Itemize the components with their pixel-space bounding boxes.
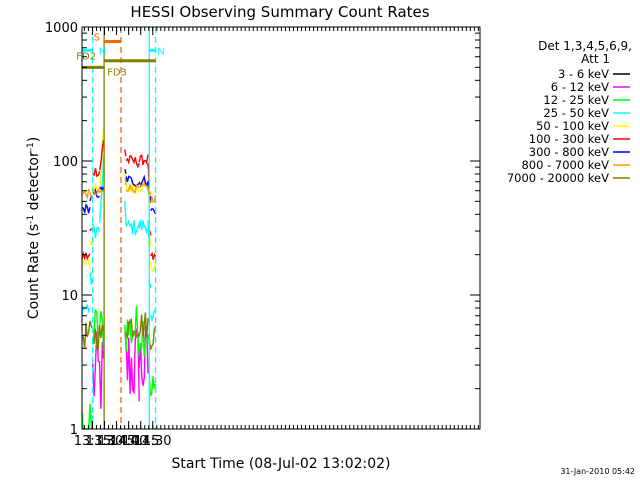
series-7-segment-5 bbox=[125, 183, 140, 194]
series-5-segment-4 bbox=[124, 149, 127, 157]
legend-label-1: 6 - 12 keV bbox=[551, 80, 609, 94]
legend-header-line-1: Det 1,3,4,5,6,9, bbox=[538, 39, 632, 53]
series-5-segment-2 bbox=[92, 168, 101, 178]
series-7-segment-9 bbox=[150, 194, 157, 203]
series-3-segment-6 bbox=[138, 219, 149, 234]
series-7-segment-0 bbox=[81, 188, 91, 200]
series-7 bbox=[81, 178, 157, 203]
x-tick-label-0: 13:15 bbox=[74, 434, 111, 449]
series-5-segment-6 bbox=[138, 153, 149, 166]
annotation-label-0: N bbox=[99, 46, 106, 57]
series-6-segment-2 bbox=[92, 187, 101, 199]
series-2-segment-2 bbox=[124, 305, 150, 357]
y-tick-label-2: 100 bbox=[53, 155, 78, 170]
legend-label-2: 12 - 25 keV bbox=[543, 93, 609, 107]
series-1 bbox=[92, 325, 150, 409]
legend-label-3: 25 - 50 keV bbox=[543, 106, 609, 120]
series-6-segment-3 bbox=[99, 186, 105, 192]
y-tick-label-0: 1 bbox=[70, 423, 78, 438]
series-7-segment-2 bbox=[92, 188, 101, 196]
series-3-segment-3 bbox=[99, 156, 105, 223]
series-7-segment-4 bbox=[124, 178, 127, 186]
annotation-label-4: FD3 bbox=[107, 67, 127, 78]
legend-label-0: 3 - 6 keV bbox=[558, 67, 609, 81]
x-tick-label-3: 14:00 bbox=[110, 434, 147, 449]
x-tick-label-2: 13:45 bbox=[98, 434, 135, 449]
series-4-segment-2 bbox=[92, 182, 101, 191]
y-axis-label: Count Rate (s-1 detector-1) bbox=[26, 137, 42, 319]
legend-label-6: 300 - 800 keV bbox=[529, 145, 609, 159]
series-1-segment-2 bbox=[138, 325, 150, 386]
annotation-label-2: S bbox=[94, 32, 100, 43]
series-8-segment-0 bbox=[81, 320, 93, 349]
x-tick-label-5: 14:30 bbox=[134, 434, 171, 449]
series-1-segment-1 bbox=[124, 327, 140, 402]
series-4-segment-0 bbox=[81, 256, 91, 270]
series-5-segment-9 bbox=[150, 251, 157, 260]
series-6-segment-0 bbox=[81, 203, 91, 214]
series-3-segment-9 bbox=[150, 309, 157, 323]
series-8-segment-3 bbox=[148, 325, 157, 350]
plot-lines bbox=[81, 127, 157, 430]
series-7-segment-6 bbox=[138, 182, 149, 191]
series-3-segment-5 bbox=[125, 219, 140, 237]
series-6-segment-4 bbox=[124, 169, 127, 174]
series-3-segment-4 bbox=[124, 200, 127, 226]
x-axis-label: Start Time (08-Jul-02 13:02:02) bbox=[171, 456, 390, 472]
series-8-segment-2 bbox=[124, 312, 150, 340]
series-7-segment-3 bbox=[99, 189, 104, 194]
legend-label-8: 7000 - 20000 keV bbox=[507, 171, 609, 185]
series-8-segment-1 bbox=[92, 324, 105, 351]
vertical-markers bbox=[92, 27, 157, 429]
series-1-segment-0 bbox=[92, 331, 105, 409]
y-tick-label-3: 1000 bbox=[45, 21, 78, 36]
series-3-segment-2 bbox=[92, 223, 101, 239]
y-axis-ticks: 1 10 100 1000 bbox=[45, 21, 480, 438]
legend-label-4: 50 - 100 keV bbox=[536, 119, 609, 133]
series-6-segment-9 bbox=[150, 208, 157, 215]
series-5-segment-0 bbox=[81, 250, 91, 261]
series-2-segment-3 bbox=[148, 376, 157, 397]
series-8 bbox=[81, 312, 157, 351]
y-tick-label-1: 10 bbox=[61, 289, 78, 304]
annotation-label-1: N bbox=[157, 46, 164, 57]
annotation-label-3: FD2 bbox=[76, 52, 96, 63]
chart-title: HESSI Observing Summary Count Rates bbox=[130, 3, 429, 21]
x-tick-label-1: 13:30 bbox=[86, 434, 123, 449]
legend-label-5: 100 - 300 keV bbox=[529, 132, 609, 146]
footer-timestamp: 31-Jan-2010 05:42 bbox=[560, 467, 635, 476]
legend-label-7: 800 - 7000 keV bbox=[521, 158, 609, 172]
series-5-segment-3 bbox=[99, 139, 105, 171]
series-5-segment-5 bbox=[125, 155, 140, 169]
series-4-segment-9 bbox=[150, 261, 157, 273]
x-tick-label-4: 14:15 bbox=[122, 434, 159, 449]
legend-header-line-2: Att 1 bbox=[581, 52, 610, 66]
